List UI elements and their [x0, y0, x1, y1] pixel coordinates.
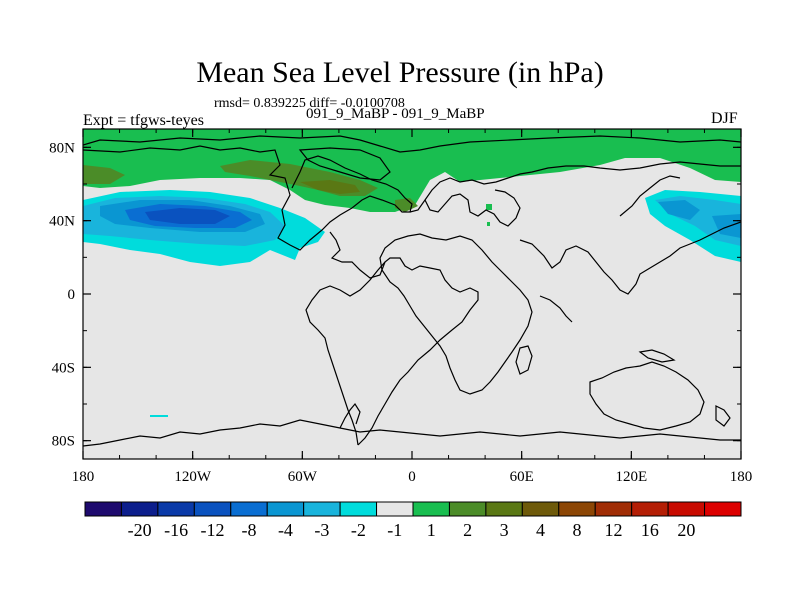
positive-anomaly-peak: [300, 180, 360, 194]
coastline-new-zealand: [715, 405, 731, 427]
colorbar-label: 3: [500, 520, 509, 540]
colorbar-swatch: [521, 501, 560, 517]
coastline-asia-south: [519, 221, 741, 295]
lon-tick-label: 180: [730, 469, 753, 485]
lon-tick-label: 180: [72, 469, 95, 485]
colorbar-swatch: [448, 501, 487, 517]
coastline-south-america: [329, 231, 479, 446]
coastlines: [83, 135, 741, 447]
lon-tick-label: 60E: [510, 469, 534, 485]
colorbar-label: -16: [164, 520, 188, 540]
colorbar-swatch: [667, 501, 706, 517]
coastline-eurasia: [409, 161, 741, 213]
negative-anomaly-patch: [150, 415, 168, 417]
lat-tick-label: 80S: [52, 434, 75, 450]
coastline-arctic: [83, 135, 741, 153]
colorbar-swatch: [193, 501, 232, 517]
colorbar-swatch: [120, 501, 159, 517]
coastline-antarctica: [83, 419, 741, 447]
coastline-indian-ocean: [539, 295, 573, 323]
positive-anomaly-patch: [487, 222, 490, 226]
colorbar-swatch: [558, 501, 596, 517]
colorbar-label: 20: [677, 520, 695, 540]
coastline-europe: [424, 189, 521, 227]
positive-anomaly-patch: [486, 204, 492, 210]
positive-anomaly-core: [395, 198, 418, 212]
lon-tick-label: 0: [408, 469, 416, 485]
lon-tick-label: 60W: [288, 469, 318, 485]
season-label: DJF: [711, 110, 738, 127]
colorbar-label: -20: [128, 520, 152, 540]
coastline-south-america-west: [305, 261, 386, 446]
colorbar-label: 16: [641, 520, 659, 540]
negative-anomaly-core: [712, 214, 741, 238]
colorbar-swatch: [84, 501, 122, 517]
colorbar: -20 -16 -12 -8 -4 -3 -2 -1 1 2 3 4 8 12 16 20: [84, 501, 742, 540]
experiment-label: Expt = tfgws-teyes: [83, 112, 204, 129]
coastline-east-asia: [619, 175, 681, 217]
coastline-australia: [589, 361, 705, 431]
coastline-antarctic-peninsula: [339, 402, 361, 429]
negative-anomaly-core: [658, 200, 700, 220]
colorbar-swatch: [704, 501, 742, 517]
colorbar-label: -3: [314, 520, 329, 540]
lon-tick-label: 120W: [174, 469, 212, 485]
lat-tick-label: 40N: [49, 214, 75, 230]
coastline-madagascar: [515, 345, 533, 375]
colorbar-swatch: [631, 501, 669, 517]
lat-tick-label: 0: [68, 287, 76, 303]
coastline-greenland: [298, 147, 391, 181]
lon-tick-label: 120E: [615, 469, 647, 485]
colorbar-swatch: [157, 501, 195, 517]
experiment-comparison: 091_9_MaBP - 091_9_MaBP: [306, 106, 485, 122]
colorbar-label: -4: [278, 520, 293, 540]
colorbar-swatch: [376, 501, 414, 517]
colorbar-swatch: [485, 501, 523, 517]
colorbar-swatch: [230, 501, 268, 517]
colorbar-label: 12: [604, 520, 622, 540]
colorbar-swatch: [266, 501, 305, 517]
colorbar-label: 2: [463, 520, 472, 540]
colorbar-label: 8: [573, 520, 582, 540]
colorbar-label: 1: [427, 520, 436, 540]
coastline-africa: [379, 233, 533, 395]
axis-ticks: 180 120W 60W 0 60E 120E 180 80N 40N 0 40S 80S: [49, 129, 752, 485]
colorbar-label: 4: [536, 520, 545, 540]
plot-title: Mean Sea Level Pressure (in hPa): [196, 56, 604, 89]
lat-tick-label: 80N: [49, 140, 75, 156]
stats-text: rmsd= 0.839225 diff= -0.0100708: [214, 96, 405, 111]
colorbar-swatch: [412, 501, 450, 517]
colorbar-label: -1: [387, 520, 402, 540]
coastline-north-america: [83, 145, 413, 251]
negative-anomaly-peak: [145, 208, 230, 224]
coastline-new-guinea: [638, 349, 676, 363]
colorbar-label: -2: [351, 520, 366, 540]
colorbar-label: -8: [242, 520, 257, 540]
colorbar-swatch: [339, 501, 378, 517]
colorbar-swatch: [594, 501, 633, 517]
colorbar-swatch: [303, 501, 341, 517]
lat-tick-label: 40S: [52, 360, 75, 376]
colorbar-label: -12: [201, 520, 225, 540]
positive-anomaly-core: [83, 165, 125, 184]
